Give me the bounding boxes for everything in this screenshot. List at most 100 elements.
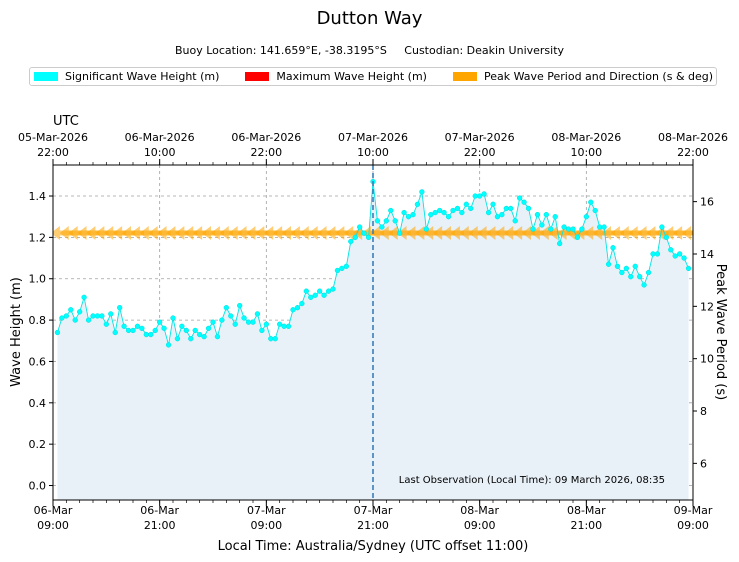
wave-height-point [223,305,229,311]
x-tick-label-time: 09:00 [250,519,282,532]
wave-height-point [383,218,389,224]
wave-height-point [325,288,332,294]
x-tick-label-date: 09-Mar [674,504,713,517]
wave-height-point [548,226,554,232]
legend-swatch-cyan [34,72,58,81]
wave-height-point [632,263,638,269]
x-tick-label-date: 07-Mar [247,504,286,517]
wave-height-point [121,323,127,329]
wave-height-point [294,305,301,311]
chart-legend: Significant Wave Height (m) Maximum Wave… [29,67,717,86]
wave-height-point [117,305,123,311]
wave-height-point [397,230,403,236]
wave-height-point [517,195,523,201]
wave-height-point [557,240,563,247]
wave-height-point [219,317,225,323]
wave-height-point [54,329,61,336]
y-axis-label: Wave Height (m) [9,277,24,387]
wave-height-point [210,319,216,325]
wave-height-point [468,205,474,212]
wave-height-point [570,226,576,232]
wave-height-point [308,294,314,300]
x-tick-label-time: 09:00 [677,519,709,532]
wave-height-point [303,288,309,294]
wave-height-point [601,224,607,230]
wave-height-point [343,263,349,269]
wave-height-point [85,317,92,323]
legend-label: Peak Wave Period and Direction (s & deg) [483,70,714,83]
top-tick-label-date: 08-Mar-2026 [551,131,621,144]
legend-entry-maximum-wave-height: Maximum Wave Height (m) [241,70,427,83]
top-tick-label-time: 22:00 [464,146,496,159]
wave-height-point [650,251,656,257]
wave-height-point [445,214,452,220]
y2-tick-label: 10 [700,353,714,366]
wave-height-point [339,265,345,272]
wave-height-point [268,336,274,342]
wave-height-point [592,207,598,214]
wave-height-point [170,315,176,321]
wave-height-point [68,307,74,313]
wave-height-point [525,205,532,212]
wave-height-point [645,269,652,276]
wave-height-point [334,267,341,274]
wave-height-point [237,302,243,309]
wave-height-point [157,319,163,325]
wave-height-point [161,325,167,332]
wave-height-point [379,224,385,230]
wave-height-point [72,317,78,323]
wave-height-point [659,224,665,230]
legend-swatch-orange [452,72,477,81]
wave-height-point [490,201,496,207]
wave-height-point [281,323,287,329]
wave-height-point [228,313,234,319]
legend-entry-peak-wave-period: Peak Wave Period and Direction (s & deg) [449,70,713,83]
top-tick-label-time: 22:00 [37,146,69,159]
wave-height-point [503,205,509,212]
peak-period-arrow [682,226,693,241]
y-tick-label: 0.0 [29,480,47,493]
wave-height-point [63,313,69,319]
wave-height-point [432,209,438,216]
x-tick-label-date: 08-Mar [567,504,606,517]
wave-height-point [352,234,358,241]
wave-height-point [179,323,185,329]
top-tick-label-date: 06-Mar-2026 [231,131,301,144]
wave-height-point [521,199,527,205]
wave-height-point [508,205,514,212]
wave-height-series [54,178,692,348]
wave-height-point [250,319,256,325]
wave-height-fill [57,181,689,500]
y-tick-label: 1.2 [29,231,47,244]
wave-height-point [165,342,172,348]
x-tick-label-date: 08-Mar [460,504,499,517]
wave-height-point [574,234,581,241]
wave-height-point [312,292,318,298]
top-tick-label-date: 06-Mar-2026 [125,131,195,144]
wave-height-point [125,327,132,334]
wave-height-point [610,245,616,251]
x-tick-label-date: 06-Mar [34,504,73,517]
wave-height-point [454,205,461,212]
wave-height-point [405,214,412,220]
custodian: Custodian: Deakin University [404,44,565,57]
wave-height-point [459,209,465,216]
wave-height-point [605,261,612,267]
wave-height-point [628,274,634,280]
top-tick-label-date: 07-Mar-2026 [445,131,515,144]
x-tick-label-time: 21:00 [357,519,389,532]
peak-period-arrows [53,226,693,241]
y-tick-label: 0.6 [29,355,47,368]
wave-height-point [530,226,536,232]
wave-height-point [472,193,478,199]
wave-height-point [241,315,247,321]
wave-height-point [365,234,372,241]
wave-height-point [428,211,434,218]
wave-height-point [423,226,429,232]
top-tick-label-date: 07-Mar-2026 [338,131,408,144]
wave-height-point [263,321,269,327]
legend-swatch-red [245,72,270,81]
y-tick-label: 1.0 [29,273,47,286]
wave-height-point [583,214,589,220]
